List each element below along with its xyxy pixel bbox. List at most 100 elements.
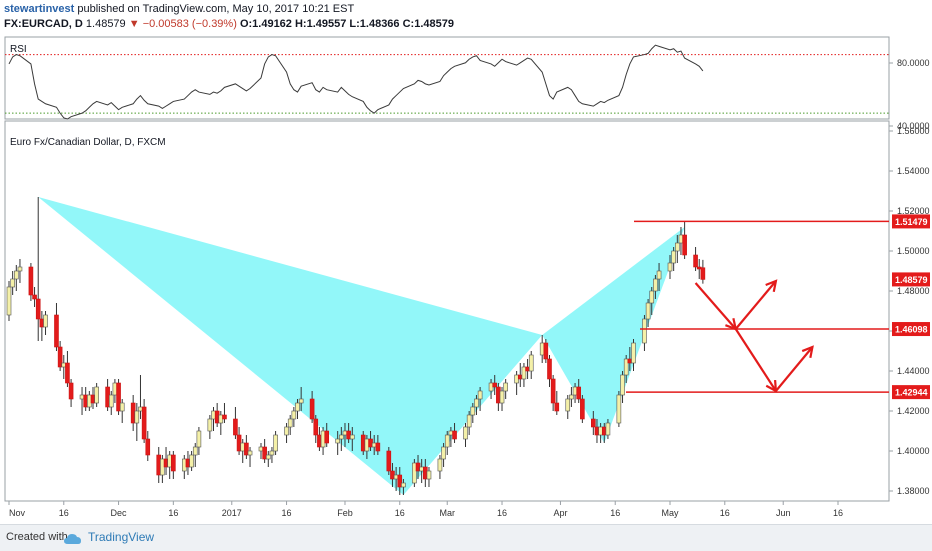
candle-body [28, 266, 34, 296]
candle-body [116, 382, 121, 412]
arrow-shaft [734, 280, 777, 330]
candles [6, 197, 706, 495]
candle-body [441, 446, 446, 460]
candle-body [463, 426, 468, 440]
tradingview-brand[interactable]: TradingView [88, 530, 155, 544]
time-tick-label: 16 [720, 508, 730, 518]
candle [68, 379, 74, 407]
candle-body [452, 430, 457, 440]
candle-body [269, 450, 275, 456]
level-price-label-bg [892, 385, 930, 400]
candle-body [35, 298, 41, 320]
candle-body [492, 382, 498, 388]
candle-body [222, 414, 227, 420]
candle [207, 415, 213, 439]
price-change: −0.00583 (−0.39%) [142, 18, 237, 30]
rsi-pane: RSI 80.0000 40.0000 [4, 36, 930, 131]
candle [521, 363, 527, 387]
candle-body [528, 354, 534, 372]
projection-arrow [775, 345, 814, 392]
candle [499, 387, 505, 411]
candle-body [569, 394, 574, 400]
last-price-label: 1.48579 [895, 275, 928, 285]
candle [309, 391, 315, 423]
candle [291, 407, 297, 427]
candle [108, 391, 114, 415]
candle [171, 451, 176, 479]
time-tick-label: Mar [439, 508, 455, 518]
rsi-scale-40: 40.0000 [897, 121, 930, 131]
created-with-text: Created with [6, 531, 68, 543]
candle [6, 281, 12, 321]
candle-body [32, 294, 37, 300]
time-axis[interactable]: Nov 16 Dec 16 2017 16 Feb 16 Mar 16 Apr 16 May 16 Jun 1… [8, 501, 843, 518]
price-tick-label: 1.40000 [897, 446, 930, 456]
candle [284, 423, 289, 443]
time-tick-label: 16 [833, 508, 843, 518]
candle-body [339, 434, 344, 440]
candle-body [284, 426, 289, 436]
candle [682, 221, 687, 259]
price-axis[interactable]: 1.56000 1.54000 1.52000 1.50000 1.48000 1.460… [889, 126, 930, 496]
candle [671, 247, 676, 271]
candle [700, 259, 706, 284]
candle-body [437, 458, 443, 472]
candle-body [426, 470, 432, 480]
candle-body [17, 266, 23, 272]
candle [119, 399, 125, 423]
candle [273, 431, 278, 455]
candle [653, 275, 658, 299]
candle [269, 447, 275, 463]
candle [675, 235, 680, 263]
candle-body [54, 314, 59, 348]
candle-body [554, 402, 560, 412]
candle-body [65, 362, 70, 384]
candle-body [477, 390, 483, 400]
candle [313, 415, 319, 443]
publish-info: stewartinvest published on TradingView.c… [4, 3, 354, 15]
candle-body [291, 410, 297, 420]
chart-canvas[interactable]: RSI 80.0000 40.0000 Euro Fx/Canadian Dol… [0, 0, 932, 524]
candle [28, 263, 34, 301]
candle [192, 443, 198, 467]
last-price: 1.48579 [85, 18, 126, 30]
candle [233, 407, 238, 439]
candle-body [375, 442, 381, 452]
candle [452, 423, 457, 443]
candle-body [503, 382, 508, 392]
time-tick-label: 16 [497, 508, 507, 518]
level-lines [626, 220, 889, 393]
time-tick-label: 16 [168, 508, 178, 518]
projection-arrow [734, 279, 778, 330]
candle [474, 395, 479, 415]
candle [412, 459, 417, 487]
candle-body [580, 398, 585, 420]
candle [466, 411, 472, 435]
candle [57, 341, 63, 371]
price-tick-label: 1.44000 [897, 366, 930, 376]
candle-body [192, 446, 198, 456]
candle [335, 431, 340, 455]
candle [386, 447, 392, 475]
candle-body [295, 402, 300, 412]
pattern-triangle-xab [38, 197, 543, 495]
candle [65, 351, 70, 387]
candle-body [605, 422, 611, 436]
level-price-label-bg [892, 214, 930, 229]
footer-bar: Created with TradingView [0, 524, 932, 551]
candle-body [550, 378, 556, 404]
price-tick-label: 1.38000 [897, 486, 930, 496]
candle-body [6, 286, 12, 316]
candle-body [656, 270, 662, 280]
candle-body [262, 446, 267, 460]
candle [298, 387, 304, 411]
author-link[interactable]: stewartinvest [4, 3, 75, 15]
arrow-shaft [734, 328, 777, 392]
time-tick-label: May [662, 508, 680, 518]
candle [14, 265, 19, 291]
arrow-head [765, 279, 778, 293]
candle [35, 197, 41, 341]
candle [401, 479, 406, 495]
candle-body [649, 290, 655, 304]
candle [576, 379, 582, 403]
